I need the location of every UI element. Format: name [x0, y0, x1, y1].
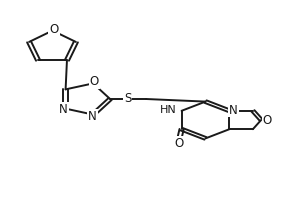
Text: O: O [90, 75, 99, 88]
Text: S: S [124, 92, 131, 106]
Text: HN: HN [160, 105, 177, 115]
Text: N: N [59, 103, 68, 116]
Text: O: O [175, 137, 184, 150]
Text: N: N [88, 110, 97, 123]
Text: O: O [262, 114, 272, 127]
Text: O: O [50, 23, 58, 36]
Text: N: N [229, 104, 238, 116]
